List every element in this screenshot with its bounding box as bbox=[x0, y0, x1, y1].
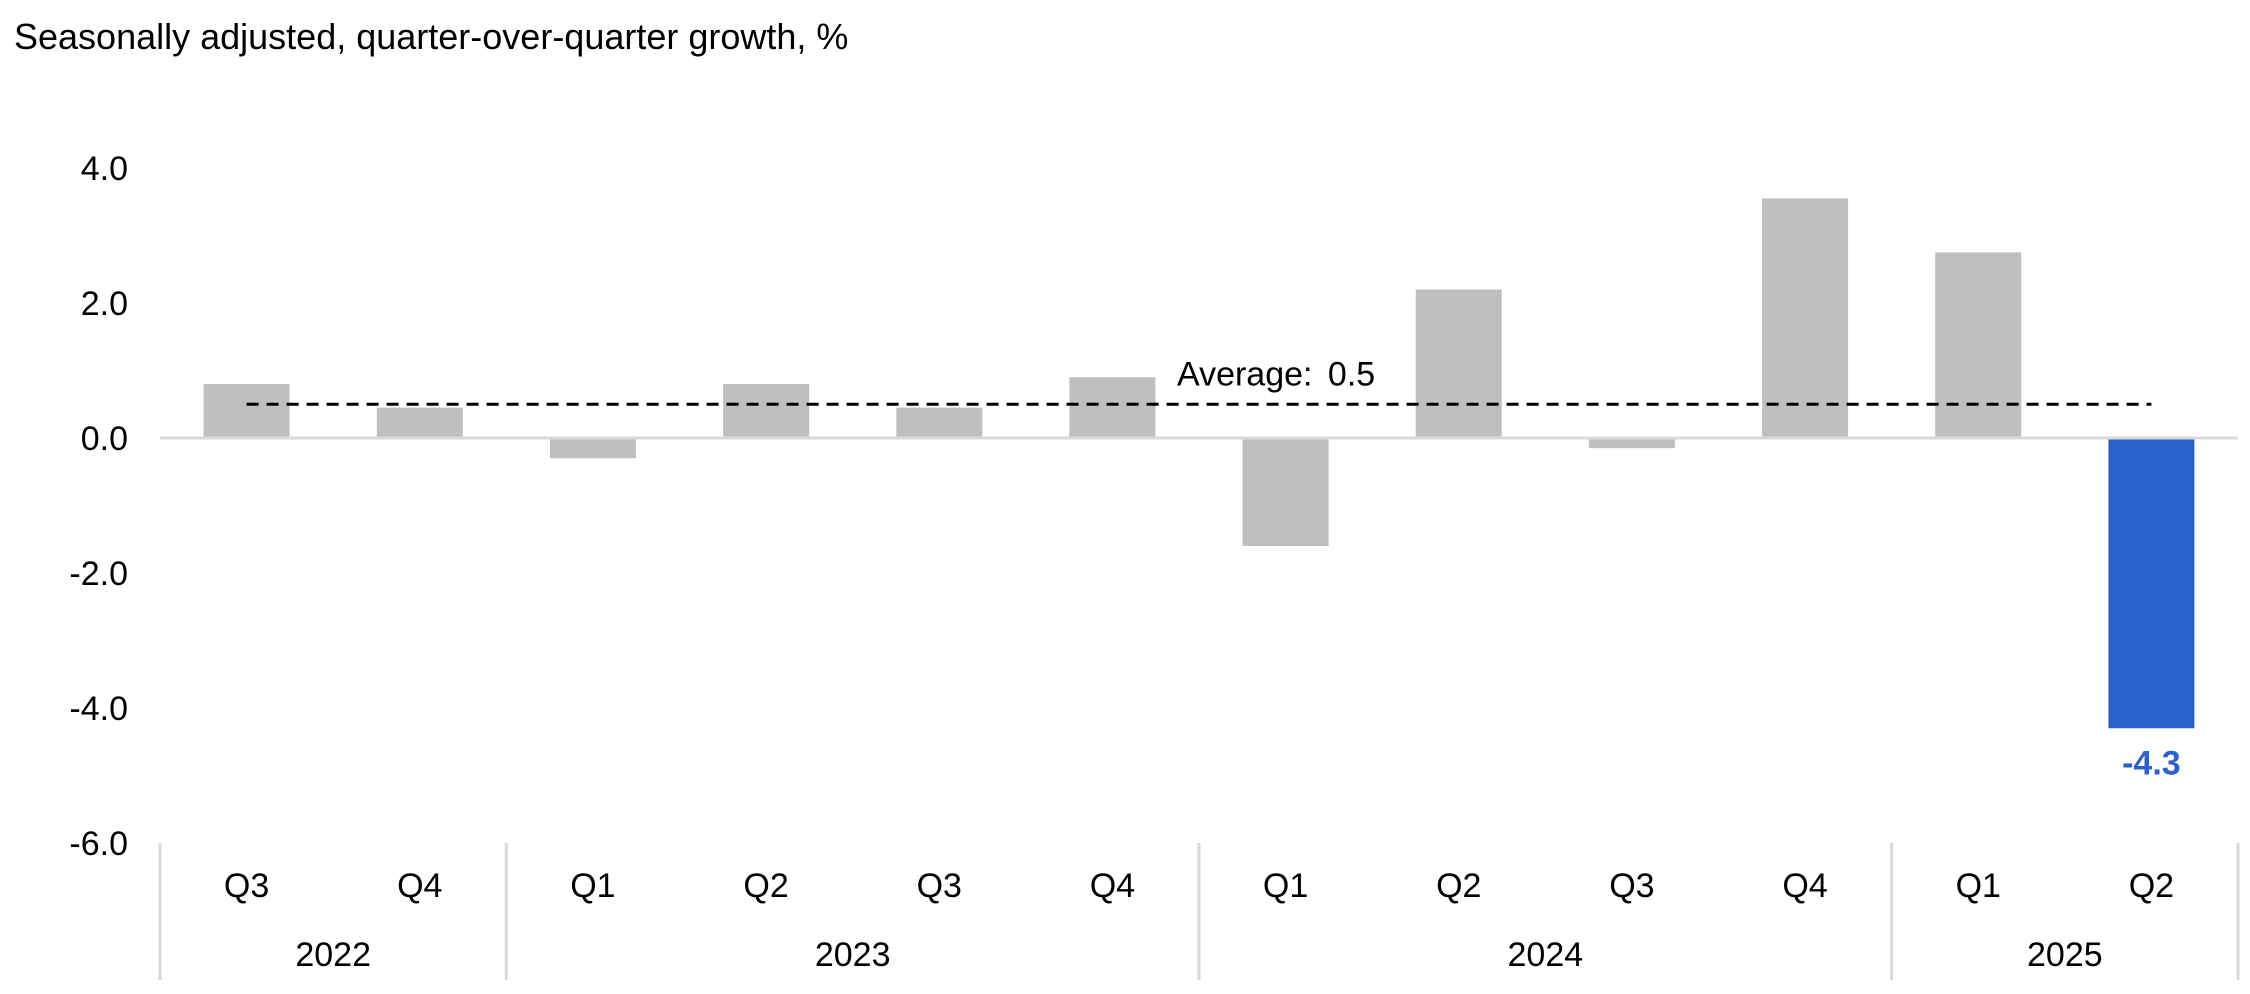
y-axis-ticks: 4.0 2.0 0.0 -2.0 -4.0 -6.0 bbox=[69, 150, 128, 863]
y-tick-label: 4.0 bbox=[81, 150, 128, 188]
chart-subtitle: Seasonally adjusted, quarter-over-quarte… bbox=[14, 16, 849, 57]
x-tick-label: Q1 bbox=[1263, 867, 1308, 905]
bar bbox=[723, 384, 810, 438]
x-axis: Q3 Q4 Q1 Q2 Q3 Q4 Q1 Q2 Q3 Q4 Q1 Q2 2022 2023 2024 2025 bbox=[158, 843, 2240, 980]
year-label: 2025 bbox=[2027, 936, 2103, 974]
x-tick-label: Q2 bbox=[743, 867, 788, 905]
bar bbox=[376, 407, 463, 438]
bar bbox=[1069, 377, 1156, 438]
year-label: 2023 bbox=[815, 936, 891, 974]
y-tick-label: 2.0 bbox=[81, 285, 128, 323]
bar bbox=[1242, 438, 1329, 546]
data-labels: -4.3 bbox=[2122, 744, 2181, 782]
x-tick-label: Q4 bbox=[1090, 867, 1135, 905]
year-label: 2024 bbox=[1508, 936, 1584, 974]
bar bbox=[1935, 252, 2022, 438]
bar bbox=[1762, 198, 1849, 438]
average-line-group: Average: 0.5 bbox=[246, 355, 2152, 406]
x-tick-label: Q1 bbox=[1956, 867, 2001, 905]
x-tick-label: Q2 bbox=[1436, 867, 1481, 905]
x-tick-label: Q2 bbox=[2129, 867, 2174, 905]
average-label-text: Average: bbox=[1177, 355, 1322, 393]
y-tick-label: -4.0 bbox=[69, 690, 128, 728]
data-label: -4.3 bbox=[2122, 744, 2181, 782]
x-tick-label: Q4 bbox=[1782, 867, 1827, 905]
average-value: 0.5 bbox=[1328, 355, 1375, 393]
bars bbox=[203, 198, 2195, 729]
x-tick-label: Q3 bbox=[224, 867, 269, 905]
x-tick-label: Q4 bbox=[397, 867, 442, 905]
x-tick-label: Q3 bbox=[1609, 867, 1654, 905]
y-tick-label: -6.0 bbox=[69, 825, 128, 863]
bar bbox=[549, 438, 636, 459]
y-tick-label: -2.0 bbox=[69, 555, 128, 593]
x-tick-label: Q3 bbox=[917, 867, 962, 905]
bar bbox=[1415, 289, 1502, 438]
y-tick-label: 0.0 bbox=[81, 420, 128, 458]
highlighted-bar bbox=[2108, 438, 2195, 729]
bar bbox=[203, 384, 290, 438]
average-label: Average: 0.5 bbox=[1177, 355, 1375, 393]
bar bbox=[896, 407, 983, 438]
year-label: 2022 bbox=[295, 936, 371, 974]
bar bbox=[1588, 438, 1675, 449]
x-tick-label: Q1 bbox=[570, 867, 615, 905]
